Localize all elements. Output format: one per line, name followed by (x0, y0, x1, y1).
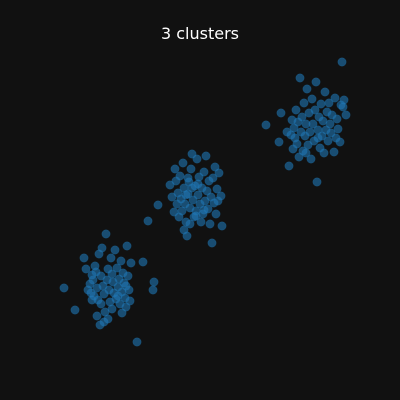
scatter-point-cluster-3-55 (338, 58, 346, 66)
scatter-point-cluster-1-18 (98, 244, 106, 252)
scatter-point-cluster-2-47 (212, 210, 220, 218)
scatter-point-cluster-2-22 (187, 165, 195, 173)
scatter-point-cluster-3-45 (326, 120, 334, 128)
scatter-point-cluster-3-2 (275, 138, 283, 146)
scatter-point-cluster-2-43 (208, 239, 216, 247)
scatter-point-cluster-2-60 (184, 174, 192, 182)
scatter-point-cluster-1-2 (71, 306, 79, 314)
scatter-point-cluster-3-25 (306, 128, 314, 136)
scatter-point-cluster-1-27 (107, 254, 115, 262)
scatter-point-cluster-3-52 (334, 125, 342, 133)
scatter-point-cluster-1-9 (89, 276, 97, 284)
scatter-point-cluster-2-55 (192, 212, 200, 220)
scatter-point-cluster-1-56 (104, 315, 112, 323)
scatter-point-cluster-3-60 (314, 134, 322, 142)
scatter-point-cluster-1-52 (88, 296, 96, 304)
scatter-point-cluster-1-57 (108, 305, 116, 313)
scatter-point-cluster-3-3 (277, 109, 285, 117)
scatter-point-cluster-3-36 (317, 100, 325, 108)
scatter-point-cluster-3-43 (324, 137, 332, 145)
scatter-point-cluster-2-14 (179, 159, 187, 167)
scatter-point-cluster-1-1 (60, 284, 68, 292)
scatter-point-cluster-3-39 (320, 149, 328, 157)
scatter-point-cluster-2-28 (193, 155, 201, 163)
scatter-point-cluster-3-15 (296, 74, 304, 82)
scatter-point-cluster-2-1 (144, 217, 152, 225)
scatter-point-cluster-2-54 (186, 220, 194, 228)
scatter-point-cluster-1-58 (114, 292, 122, 300)
scatter-point-cluster-2-6 (171, 165, 179, 173)
scatter-point-cluster-3-48 (330, 148, 338, 156)
scatter-point-cluster-3-53 (336, 138, 344, 146)
scatter-point-cluster-2-41 (206, 220, 214, 228)
scatter-point-cluster-3-27 (308, 95, 316, 103)
scatter-point-cluster-2-2 (154, 201, 162, 209)
scatter-point-cluster-1-43 (123, 242, 131, 250)
scatter-point-cluster-2-37 (202, 152, 210, 160)
scatter-point-cluster-1-53 (93, 312, 101, 320)
scatter-point-cluster-3-49 (331, 94, 339, 102)
scatter-point-cluster-1-45 (125, 286, 133, 294)
scatter-point-cluster-2-11 (176, 172, 184, 180)
scatter-point-cluster-2-52 (218, 222, 226, 230)
scatter-point-cluster-2-58 (194, 180, 202, 188)
scatter-point-cluster-2-51 (217, 192, 225, 200)
scatter-point-cluster-1-37 (117, 257, 125, 265)
scatter-point-cluster-2-59 (200, 206, 208, 214)
scatter-point-cluster-3-32 (313, 178, 321, 186)
scatter-point-cluster-3-51 (333, 115, 341, 123)
scatter-point-cluster-3-59 (302, 149, 310, 157)
scatter-point-cluster-3-22 (303, 85, 311, 93)
scatter-point-cluster-3-5 (285, 162, 293, 170)
scatter-point-cluster-3-11 (292, 106, 300, 114)
scatter-point-cluster-1-60 (122, 303, 130, 311)
scatter-point-cluster-2-35 (200, 168, 208, 176)
scatter-point-cluster-1-54 (97, 300, 105, 308)
scatter-point-cluster-2-50 (215, 169, 223, 177)
scatter-point-cluster-3-57 (340, 96, 348, 104)
scatter-point-cluster-1-22 (102, 230, 110, 238)
scatter-point-cluster-1-44 (124, 272, 132, 280)
scatter-point-cluster-3-12 (293, 140, 301, 148)
scatter-point-cluster-3-31 (312, 78, 320, 86)
scatter-point-cluster-2-56 (182, 191, 190, 199)
scatter-point-cluster-1-3 (80, 254, 88, 262)
scatter-point-cluster-1-50 (149, 286, 157, 294)
scatter-point-cluster-3-58 (342, 111, 350, 119)
scatter-point-cluster-3-40 (321, 88, 329, 96)
scatter-point-cluster-3-1 (262, 121, 270, 129)
scatter-point-cluster-1-51 (150, 278, 158, 286)
scatter-point-cluster-3-19 (300, 99, 308, 107)
scatter-point-cluster-1-31 (111, 246, 119, 254)
scatter-point-cluster-1-47 (127, 259, 135, 267)
scatter-point-cluster-1-49 (139, 258, 147, 266)
scatter-point-cluster-1-48 (133, 338, 141, 346)
